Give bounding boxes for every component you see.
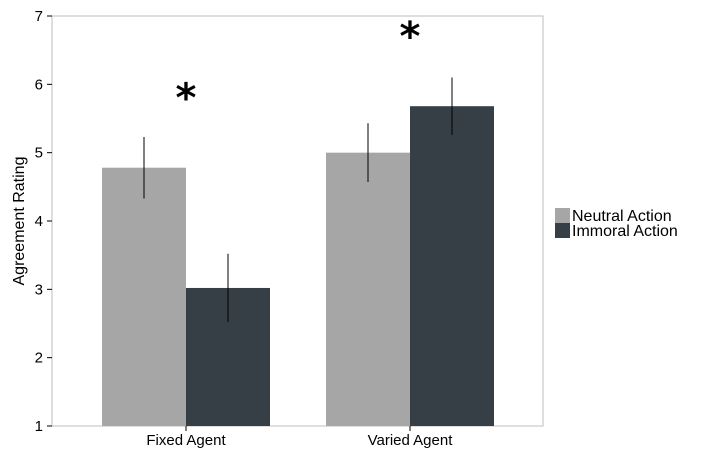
bar-varied-agent-neutral-action <box>326 152 410 426</box>
legend-swatch <box>555 223 570 238</box>
bars-group <box>102 106 494 426</box>
annotations-group: ** <box>176 14 421 122</box>
significance-star: * <box>400 14 421 60</box>
y-tick-label: 2 <box>35 350 43 367</box>
error-bars-group <box>143 77 453 323</box>
y-axis: 1 2 3 4 5 6 7 <box>35 8 52 435</box>
legend-label: Immoral Action <box>572 223 678 240</box>
y-tick-label: 6 <box>35 76 43 93</box>
y-tick-label: 3 <box>35 281 43 298</box>
y-tick-label: 5 <box>35 145 43 162</box>
y-tick-label: 4 <box>35 213 43 230</box>
y-tick-label: 7 <box>35 8 43 25</box>
y-tick-label: 1 <box>35 418 43 435</box>
y-axis-title: Agreement Rating <box>11 157 28 286</box>
x-tick-label: Fixed Agent <box>146 432 226 449</box>
x-axis: Fixed Agent Varied Agent <box>146 426 453 449</box>
x-tick-label: Varied Agent <box>368 432 454 449</box>
bar-fixed-agent-neutral-action <box>102 167 186 426</box>
legend-swatch <box>555 208 570 223</box>
legend-label: Neutral Action <box>572 208 672 225</box>
bar-varied-agent-immoral-action <box>410 106 494 426</box>
significance-star: * <box>176 75 197 121</box>
